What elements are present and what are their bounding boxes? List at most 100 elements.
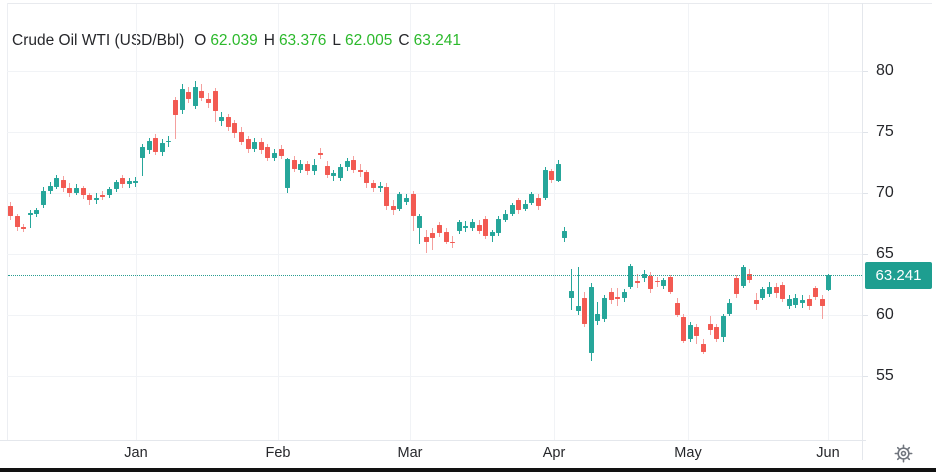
candle-up xyxy=(456,222,462,231)
candle-down xyxy=(707,323,713,330)
ohlc-high-value: 63.376 xyxy=(278,32,327,49)
candle-down xyxy=(694,327,700,336)
candle-up xyxy=(41,190,46,206)
candle-up xyxy=(219,117,225,122)
candle-up xyxy=(54,178,60,187)
candle-wick xyxy=(577,267,579,315)
candle-up xyxy=(34,210,40,214)
candle-up xyxy=(285,158,291,189)
candle-down xyxy=(80,188,86,196)
candle-down xyxy=(357,169,363,173)
candle-up xyxy=(404,197,409,202)
candle-up xyxy=(767,286,772,295)
x-axis-label: May xyxy=(674,445,702,461)
candle-up xyxy=(569,290,574,298)
candle-wick xyxy=(491,229,493,242)
y-axis-tick xyxy=(862,71,868,72)
candle-down xyxy=(351,160,357,170)
candle-down xyxy=(199,90,205,98)
x-axis-label: Jan xyxy=(124,445,148,461)
candle-up xyxy=(179,89,185,111)
candle-down xyxy=(258,141,264,151)
candle-up xyxy=(588,286,594,353)
candle-down xyxy=(608,291,614,301)
current-price-badge: 63.241 xyxy=(865,262,932,290)
candle-up xyxy=(126,180,132,185)
candle-down xyxy=(153,138,159,152)
x-axis-label: Feb xyxy=(265,445,291,461)
y-axis-label: 65 xyxy=(876,245,894,262)
candle-down xyxy=(206,99,211,103)
candle-down xyxy=(384,186,390,207)
candle-up xyxy=(786,299,792,307)
candle-down xyxy=(615,296,621,300)
candle-down xyxy=(549,171,555,180)
candle-down xyxy=(747,273,753,280)
candle-up xyxy=(146,140,152,151)
candle-up xyxy=(727,302,733,314)
candle-down xyxy=(714,327,720,340)
candle-down xyxy=(753,300,759,305)
ohlc-open-value: 62.039 xyxy=(210,32,258,49)
candle-down xyxy=(324,166,330,175)
gear-icon xyxy=(893,443,914,464)
y-axis-line xyxy=(862,3,863,460)
candle-up xyxy=(252,141,258,150)
candle-up xyxy=(529,194,535,203)
candle-wick xyxy=(571,268,572,311)
candle-down xyxy=(186,91,192,100)
chart-settings-button[interactable] xyxy=(891,441,915,465)
candle-down xyxy=(648,275,654,290)
y-axis-tick xyxy=(862,193,868,194)
candle-up xyxy=(133,180,139,184)
v-gridline xyxy=(136,4,137,440)
candle-down xyxy=(364,172,370,184)
candle-up xyxy=(311,164,317,172)
candle-up xyxy=(27,212,33,215)
candle-wick xyxy=(597,301,599,325)
candle-wick xyxy=(29,210,31,229)
candle-up xyxy=(489,232,495,236)
chart-left-border xyxy=(7,3,8,440)
v-gridline xyxy=(828,4,829,440)
candle-down xyxy=(516,200,522,211)
candle-up xyxy=(107,189,112,196)
y-axis-label: 55 xyxy=(876,367,894,384)
candle-wick xyxy=(419,213,421,245)
candle-up xyxy=(555,163,561,181)
candle-up xyxy=(503,213,508,220)
v-gridline xyxy=(688,4,689,440)
candle-wick xyxy=(102,190,104,201)
candle-down xyxy=(437,224,442,234)
candle-up xyxy=(463,225,469,229)
candle-down xyxy=(60,179,66,189)
candle-up xyxy=(595,313,601,322)
candle-up xyxy=(826,275,832,291)
candle-up xyxy=(542,169,548,198)
candle-down xyxy=(635,280,640,284)
candle-up xyxy=(417,216,423,229)
candle-up xyxy=(338,167,343,179)
candle-up xyxy=(760,289,766,298)
candle-up xyxy=(74,188,79,193)
candle-up xyxy=(687,324,693,340)
ohlc-open-label: O xyxy=(194,32,207,49)
candle-down xyxy=(371,183,376,189)
candle-wick xyxy=(656,277,658,287)
candle-down xyxy=(318,152,324,156)
instrument-name: Crude Oil WTI (USD/Bbl) xyxy=(12,32,185,49)
candle-down xyxy=(450,241,456,244)
candle-down xyxy=(390,206,396,211)
x-axis-label: Mar xyxy=(397,445,423,461)
candle-up xyxy=(93,197,99,201)
candle-down xyxy=(410,194,416,217)
candle-up xyxy=(522,203,528,209)
candle-down xyxy=(734,278,739,295)
h-gridline xyxy=(7,132,862,133)
candle-down xyxy=(8,206,13,217)
v-gridline xyxy=(410,4,411,440)
candle-down xyxy=(806,299,812,307)
candle-wick xyxy=(432,228,434,251)
